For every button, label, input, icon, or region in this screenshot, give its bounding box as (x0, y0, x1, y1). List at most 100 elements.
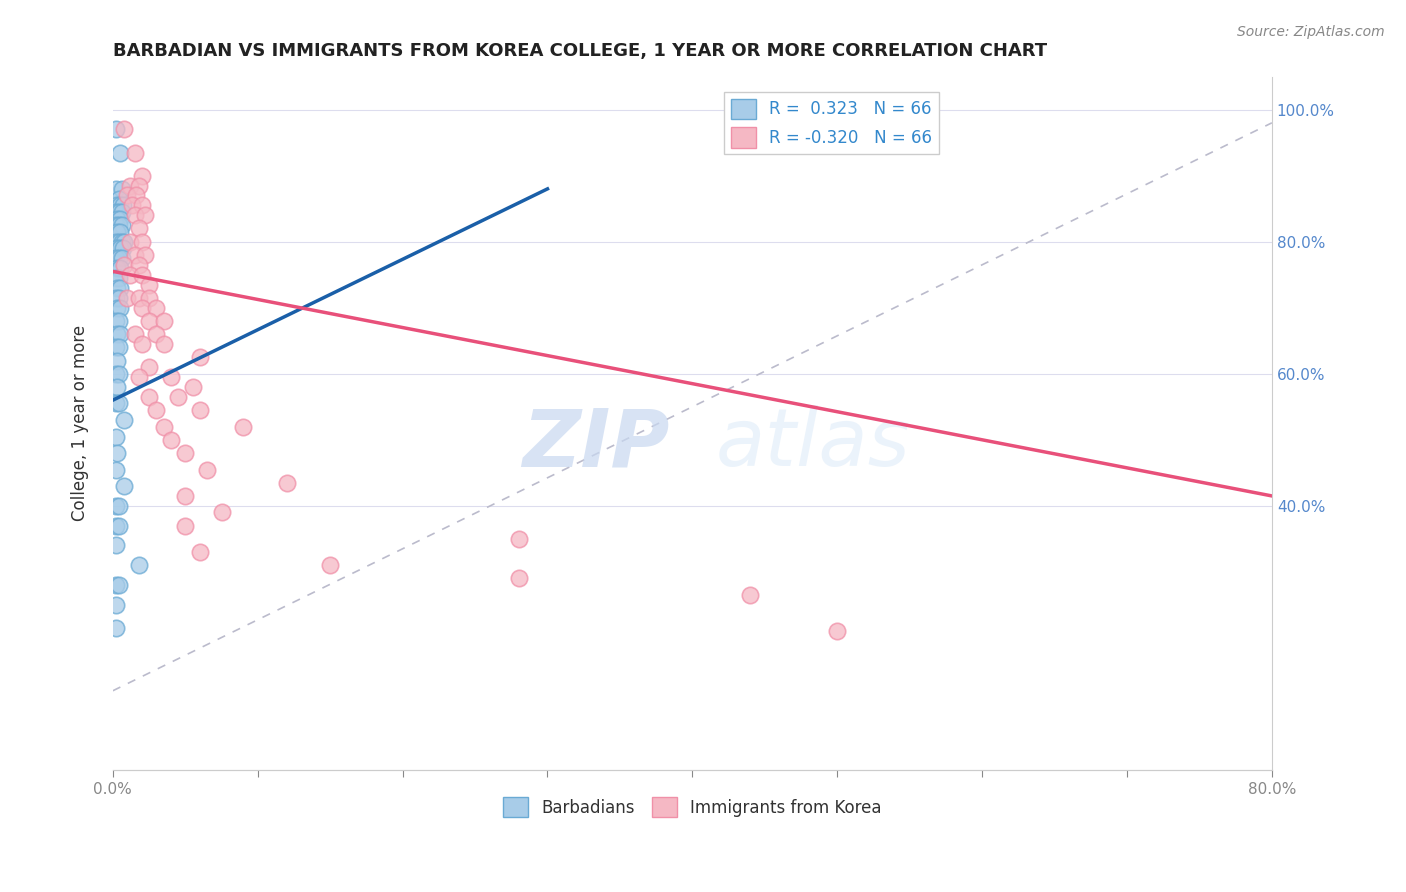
Point (104, 429, 127, 443)
Point (131, 268, 153, 282)
Point (232, 419, 254, 434)
Point (104, 396, 127, 410)
Point (117, 291, 139, 305)
Point (104, 539, 127, 553)
Point (131, 235, 153, 249)
Point (107, 291, 129, 305)
Point (128, 178, 150, 193)
Point (107, 518, 129, 533)
Point (174, 489, 197, 503)
Point (211, 505, 233, 519)
Point (104, 367, 127, 381)
Point (104, 271, 127, 285)
Point (128, 258, 150, 272)
Point (124, 145, 146, 160)
Point (110, 251, 132, 265)
Point (104, 205, 127, 219)
Point (104, 518, 127, 533)
Point (145, 403, 167, 417)
Point (181, 380, 204, 394)
Point (110, 218, 132, 232)
Point (105, 261, 128, 276)
Point (188, 403, 211, 417)
Point (159, 370, 181, 384)
Point (128, 221, 150, 235)
Point (740, 588, 762, 602)
Point (107, 205, 129, 219)
Point (188, 351, 211, 365)
Point (124, 248, 146, 262)
Point (107, 499, 129, 513)
Point (108, 261, 131, 276)
Point (108, 327, 131, 342)
Point (105, 241, 128, 255)
Point (104, 182, 127, 196)
Point (104, 291, 127, 305)
Point (105, 446, 128, 460)
Point (108, 241, 131, 255)
Point (134, 248, 156, 262)
Point (105, 301, 128, 315)
Point (188, 545, 211, 559)
Point (131, 337, 153, 351)
Point (508, 532, 530, 546)
Point (120, 178, 142, 193)
Point (108, 225, 131, 239)
Point (105, 198, 128, 212)
Point (105, 327, 128, 342)
Point (104, 462, 127, 476)
Text: ZIP: ZIP (522, 405, 669, 483)
Point (105, 281, 128, 295)
Point (107, 367, 129, 381)
Point (107, 314, 129, 328)
Point (104, 235, 127, 249)
Point (276, 475, 298, 490)
Point (825, 624, 848, 639)
Point (195, 462, 218, 476)
Point (111, 241, 134, 255)
Point (134, 208, 156, 222)
Point (167, 390, 190, 404)
Point (108, 198, 131, 212)
Point (120, 268, 142, 282)
Text: atlas: atlas (716, 405, 910, 483)
Text: Source: ZipAtlas.com: Source: ZipAtlas.com (1237, 25, 1385, 39)
Point (124, 208, 146, 222)
Point (104, 218, 127, 232)
Point (108, 211, 131, 226)
Point (131, 301, 153, 315)
Point (104, 499, 127, 513)
Point (152, 337, 174, 351)
Point (138, 291, 160, 305)
Point (159, 433, 181, 447)
Point (107, 396, 129, 410)
Point (110, 235, 132, 249)
Point (131, 169, 153, 183)
Point (138, 314, 160, 328)
Point (319, 558, 342, 573)
Point (104, 251, 127, 265)
Point (108, 301, 131, 315)
Point (131, 198, 153, 212)
Point (104, 578, 127, 592)
Point (104, 598, 127, 612)
Text: BARBADIAN VS IMMIGRANTS FROM KOREA COLLEGE, 1 YEAR OR MORE CORRELATION CHART: BARBADIAN VS IMMIGRANTS FROM KOREA COLLE… (112, 42, 1047, 60)
Point (174, 446, 197, 460)
Point (138, 390, 160, 404)
Point (105, 353, 128, 368)
Point (174, 518, 197, 533)
Point (108, 281, 131, 295)
Point (114, 235, 136, 249)
Point (104, 122, 127, 136)
Point (128, 370, 150, 384)
Point (138, 277, 160, 292)
Point (145, 301, 167, 315)
Point (152, 419, 174, 434)
Point (110, 205, 132, 219)
Point (104, 314, 127, 328)
Point (108, 145, 131, 160)
Point (114, 258, 136, 272)
Point (121, 198, 143, 212)
Point (110, 182, 132, 196)
Point (114, 122, 136, 136)
